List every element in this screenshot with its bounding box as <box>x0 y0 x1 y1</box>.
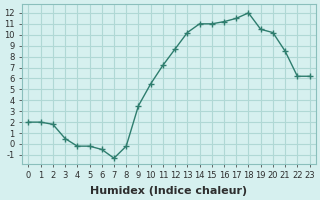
X-axis label: Humidex (Indice chaleur): Humidex (Indice chaleur) <box>91 186 248 196</box>
